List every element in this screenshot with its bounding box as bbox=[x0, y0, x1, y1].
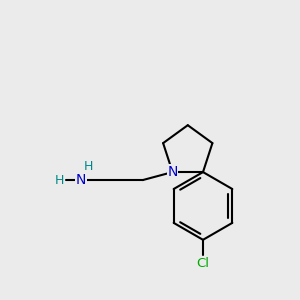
Text: Cl: Cl bbox=[196, 257, 209, 270]
Text: H: H bbox=[84, 160, 93, 173]
Text: N: N bbox=[76, 173, 86, 187]
Text: H: H bbox=[55, 174, 64, 187]
Text: N: N bbox=[167, 165, 178, 179]
